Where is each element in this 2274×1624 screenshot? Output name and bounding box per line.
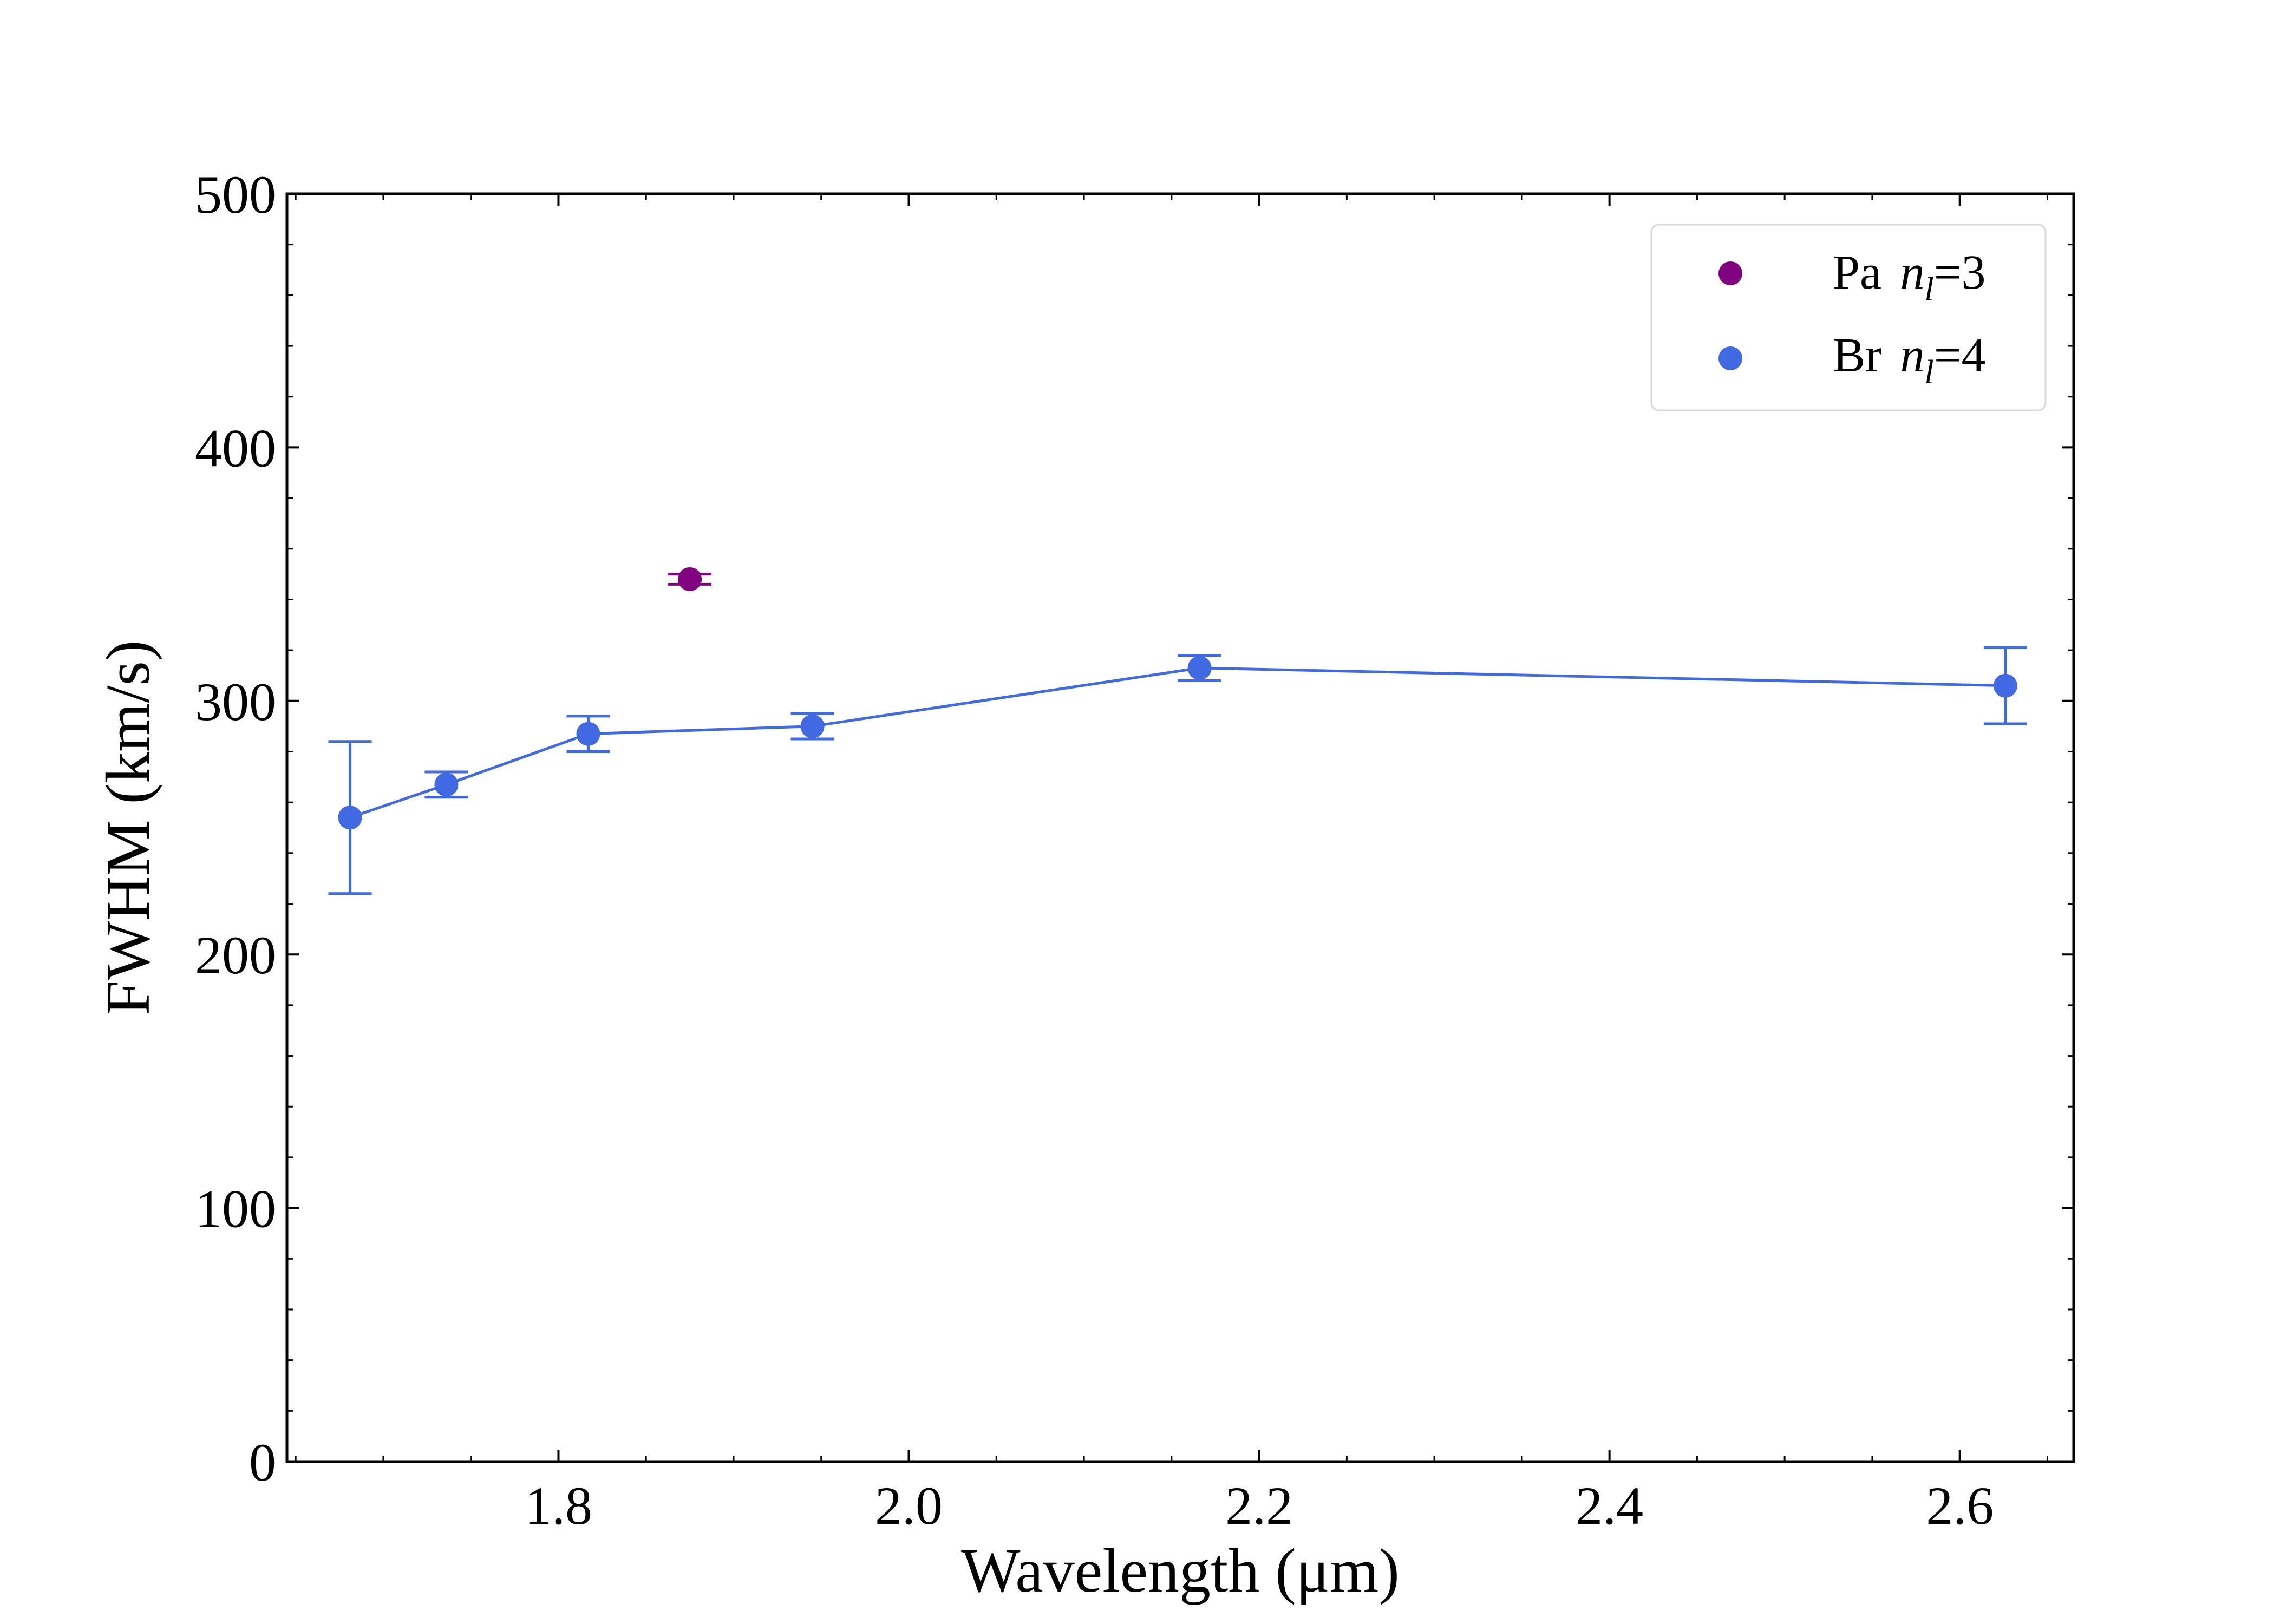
x-tick-label: 2.2 — [1225, 1476, 1293, 1536]
x-axis-label: Wavelength (μm) — [961, 1536, 1400, 1606]
data-point — [338, 806, 362, 830]
legend-label-pa: Pa nl=3 — [1833, 246, 1986, 308]
series-line — [349, 666, 2005, 819]
x-tick-label: 1.8 — [525, 1476, 592, 1536]
series-layer — [328, 567, 2027, 895]
data-point — [678, 567, 702, 591]
x-tick-label: 2.6 — [1926, 1476, 1994, 1536]
x-tick-label: 2.0 — [875, 1476, 943, 1536]
legend-label-br: Br nl=4 — [1833, 329, 1986, 391]
data-point — [1993, 673, 2017, 698]
series-pa — [668, 567, 712, 591]
data-point — [576, 722, 600, 746]
y-tick-label: 200 — [195, 925, 276, 985]
legend-marker-br — [1718, 346, 1742, 370]
y-tick-label: 0 — [249, 1432, 276, 1492]
data-point — [1187, 656, 1212, 680]
tick-labels: 1.8 2.0 2.2 2.4 2.6 0 100 200 300 400 500 — [195, 165, 1994, 1536]
y-axis-label: FWHM (km/s) — [94, 640, 163, 1016]
y-tick-label: 300 — [195, 672, 276, 732]
data-point — [434, 772, 459, 797]
x-tick-label: 2.4 — [1576, 1476, 1643, 1536]
plot-area-frame — [285, 192, 2075, 1463]
y-tick-label: 100 — [195, 1179, 276, 1239]
legend-marker-pa — [1718, 261, 1742, 285]
y-tick-label: 400 — [195, 418, 276, 478]
legend: Pa nl=3 Br nl=4 — [1650, 224, 2047, 411]
data-point — [800, 714, 825, 738]
y-tick-label: 500 — [195, 165, 276, 225]
series-br — [328, 646, 2027, 895]
legend-frame — [1650, 224, 2047, 411]
